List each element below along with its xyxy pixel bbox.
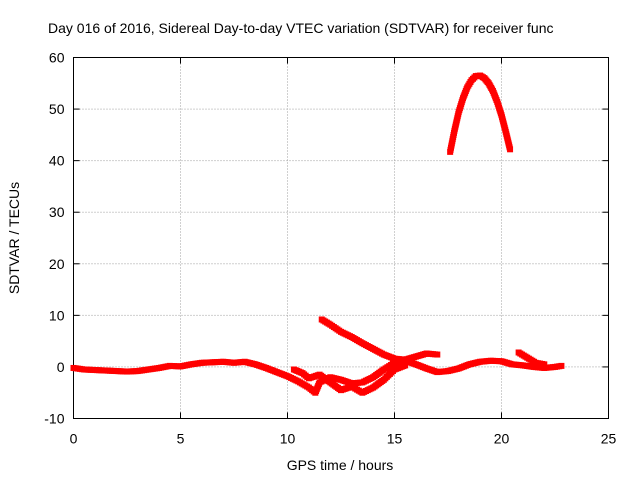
axis-ticks: 0 5 10 15 20 25 -10 0 10 20 30 40 50 60 — [44, 50, 616, 447]
y-tick-label: 50 — [49, 101, 65, 117]
data-point — [402, 362, 409, 369]
y-tick-label: 60 — [49, 50, 65, 66]
data-point — [541, 361, 548, 368]
y-axis-label: SDTVAR / TECUs — [6, 182, 22, 294]
y-tick-label: 30 — [49, 204, 65, 220]
data-point — [558, 362, 565, 369]
x-tick-label: 0 — [70, 431, 78, 447]
y-tick-label: -10 — [44, 411, 64, 427]
x-tick-label: 15 — [387, 431, 403, 447]
y-tick-label: 40 — [49, 153, 65, 169]
chart-title: Day 016 of 2016, Sidereal Day-to-day VTE… — [48, 20, 554, 36]
data-point — [507, 146, 514, 153]
series-descending-segment — [318, 316, 441, 363]
x-tick-label: 25 — [601, 431, 617, 447]
series-late-scatter — [515, 349, 548, 368]
x-tick-label: 20 — [494, 431, 510, 447]
data-points — [70, 72, 565, 396]
y-tick-label: 10 — [49, 307, 65, 323]
y-tick-label: 20 — [49, 256, 65, 272]
series-baseline — [70, 357, 565, 396]
x-tick-label: 10 — [280, 431, 296, 447]
plot-frame — [73, 57, 609, 419]
series-arc — [447, 72, 514, 155]
x-tick-label: 5 — [177, 431, 185, 447]
series-lower-branch — [290, 362, 409, 396]
x-axis-label: GPS time / hours — [287, 457, 394, 473]
data-point — [434, 351, 441, 358]
y-tick-label: 0 — [57, 359, 65, 375]
